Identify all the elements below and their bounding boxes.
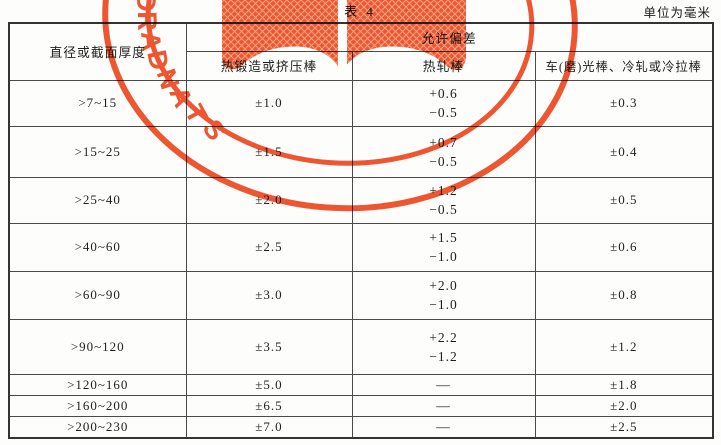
rolled-cell: +0.6 −0.5	[351, 79, 536, 127]
deviation-dash: —	[436, 398, 451, 413]
rolled-cell: +0.7 −0.5	[351, 125, 536, 178]
rolled-cell: +1.5 −1.0	[351, 222, 536, 272]
deviation-minus: −1.2	[429, 348, 458, 364]
deviation-plus: +2.2	[429, 329, 458, 345]
table-row: >200~230 ±7.0 — ±2.5	[8, 415, 714, 439]
deviation-plus: +1.2	[429, 183, 458, 198]
finished-cell: ±2.0	[534, 394, 714, 417]
header-diameter-or-thickness: 直径或截面厚度	[8, 22, 187, 81]
rolled-cell: —	[351, 394, 536, 417]
range-cell: >7~15	[8, 79, 187, 127]
forged-cell: ±1.5	[185, 125, 353, 178]
finished-cell: ±0.6	[534, 222, 714, 272]
finished-cell: ±0.3	[534, 79, 714, 127]
finished-cell: ±0.5	[534, 176, 714, 224]
table-caption: 表 4	[344, 4, 376, 19]
header-hot-rolled: 热轧棒	[351, 50, 536, 81]
deviation-plus: +1.5	[429, 230, 458, 245]
header-allowed-deviation: 允许偏差	[185, 22, 714, 52]
deviation-minus: −1.0	[429, 297, 458, 312]
table-row: >40~60 ±2.5 +1.5 −1.0 ±0.6	[8, 222, 714, 272]
range-cell: >160~200	[8, 394, 187, 417]
finished-cell: ±1.2	[534, 318, 714, 375]
unit-note: 单位为毫米	[643, 6, 711, 20]
deviation-dash: —	[436, 377, 451, 392]
deviation-dash: —	[436, 419, 451, 435]
forged-cell: ±6.5	[185, 394, 353, 417]
forged-cell: ±3.5	[185, 318, 353, 375]
rolled-cell: —	[351, 373, 536, 396]
deviation-minus: −0.5	[429, 202, 458, 217]
forged-cell: ±3.0	[185, 270, 353, 320]
range-cell: >90~120	[8, 318, 187, 375]
table-row: >15~25 ±1.5 +0.7 −0.5 ±0.4	[8, 125, 714, 178]
header-turned-cold-drawn: 车(磨)光棒、冷轧或冷拉棒	[534, 50, 714, 81]
forged-cell: ±1.0	[185, 79, 353, 127]
range-cell: >40~60	[8, 222, 187, 272]
finished-cell: ±0.8	[534, 270, 714, 320]
rolled-cell: +2.2 −1.2	[351, 318, 536, 375]
deviation-plus: +0.7	[429, 134, 458, 150]
table-row: >120~160 ±5.0 — ±1.8	[8, 373, 714, 396]
range-cell: >25~40	[8, 176, 187, 224]
rolled-cell: +1.2 −0.5	[351, 176, 536, 224]
range-cell: >120~160	[8, 373, 187, 396]
finished-cell: ±0.4	[534, 125, 714, 178]
finished-cell: ±1.8	[534, 373, 714, 396]
forged-cell: ±2.0	[185, 176, 353, 224]
deviation-minus: −0.5	[429, 105, 458, 120]
deviation-plus: +2.0	[429, 278, 458, 293]
forged-cell: ±7.0	[185, 415, 353, 439]
table-row: >25~40 ±2.0 +1.2 −0.5 ±0.5	[8, 176, 714, 224]
deviation-plus: +0.6	[429, 86, 458, 101]
deviation-minus: −1.0	[429, 249, 458, 264]
table-row: >90~120 ±3.5 +2.2 −1.2 ±1.2	[8, 318, 714, 375]
table-row: >60~90 ±3.0 +2.0 −1.0 ±0.8	[8, 270, 714, 320]
range-cell: >60~90	[8, 270, 187, 320]
rolled-cell: +2.0 −1.0	[351, 270, 536, 320]
forged-cell: ±5.0	[185, 373, 353, 396]
forged-cell: ±2.5	[185, 222, 353, 272]
tolerance-table: 直径或截面厚度 允许偏差 热锻造或挤压棒 热轧棒 车(磨)光棒、冷轧或冷拉棒 >…	[8, 22, 715, 439]
header-hot-forged-extruded: 热锻造或挤压棒	[185, 50, 353, 81]
table-row: >160~200 ±6.5 — ±2.0	[8, 394, 714, 417]
header-row-1: 直径或截面厚度 允许偏差	[8, 22, 714, 81]
deviation-minus: −0.5	[429, 153, 458, 169]
rolled-cell: —	[351, 415, 536, 439]
range-cell: >200~230	[8, 415, 187, 439]
range-cell: >15~25	[8, 125, 187, 178]
finished-cell: ±2.5	[534, 415, 714, 439]
table-row: >7~15 ±1.0 +0.6 −0.5 ±0.3	[8, 79, 714, 127]
